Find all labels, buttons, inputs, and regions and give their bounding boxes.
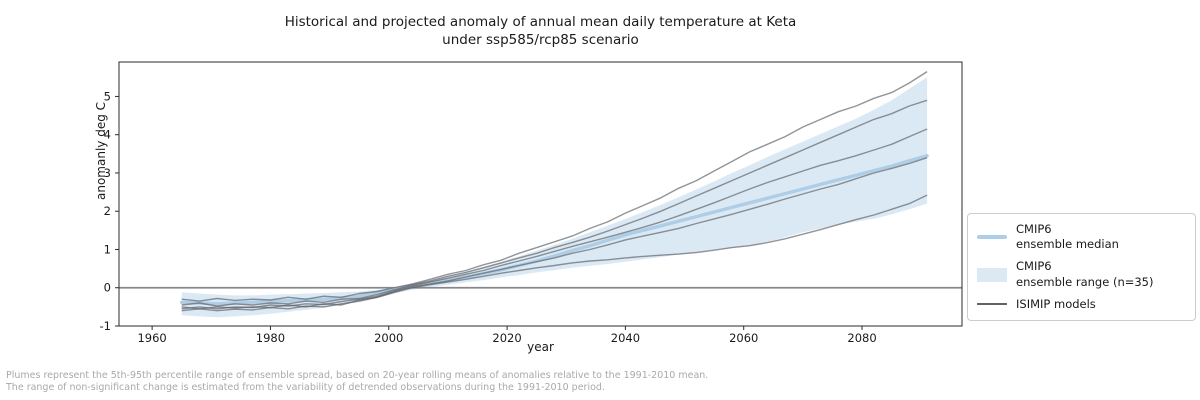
legend-item-median: CMIP6 ensemble median bbox=[977, 222, 1185, 252]
y-tick-label: 1 bbox=[104, 242, 111, 256]
range-patch-swatch bbox=[977, 267, 1007, 282]
y-tick-label: 5 bbox=[104, 89, 111, 103]
model-line-swatch bbox=[977, 303, 1007, 306]
isimip-model-line-2 bbox=[181, 99, 928, 307]
legend-item-range: CMIP6 ensemble range (n=35) bbox=[977, 259, 1185, 289]
x-axis-label: year bbox=[527, 340, 554, 354]
isimip-model-line-5 bbox=[181, 194, 928, 310]
y-axis-label: anomanly deg C bbox=[94, 101, 109, 200]
x-tick-label: 1960 bbox=[137, 331, 166, 345]
footnote: Plumes represent the 5th-95th percentile… bbox=[6, 370, 708, 395]
y-tick-label: -1 bbox=[100, 319, 111, 333]
x-tick-label: 2000 bbox=[374, 331, 403, 345]
x-tick-label: 2020 bbox=[492, 331, 521, 345]
isimip-model-line-3 bbox=[181, 128, 928, 310]
axes-spines bbox=[118, 61, 963, 327]
chart-title-line2: under ssp585/rcp85 scenario bbox=[442, 32, 639, 49]
legend-box: CMIP6 ensemble median CMIP6 ensemble ran… bbox=[967, 213, 1196, 321]
isimip-model-line-1 bbox=[181, 71, 928, 302]
x-tick-label: 1980 bbox=[256, 331, 285, 345]
x-tick-label: 2060 bbox=[729, 331, 758, 345]
isimip-model-line-4 bbox=[181, 157, 928, 312]
x-tick-label: 2080 bbox=[847, 331, 876, 345]
x-tick-label: 2040 bbox=[611, 331, 640, 345]
y-tick-label: 2 bbox=[104, 204, 111, 218]
legend-label-median: CMIP6 ensemble median bbox=[1016, 222, 1119, 252]
footnote-line2: The range of non-significant change is e… bbox=[6, 382, 605, 394]
cmip6-ensemble-median-line bbox=[179, 153, 929, 306]
legend-item-isimip: ISIMIP models bbox=[977, 297, 1185, 312]
legend-label-isimip: ISIMIP models bbox=[1016, 296, 1096, 311]
y-tick-label: 4 bbox=[104, 128, 111, 142]
legend-label-range: CMIP6 ensemble range (n=35) bbox=[1016, 259, 1154, 289]
ensemble-range-plume bbox=[181, 77, 928, 318]
y-tick-label: 3 bbox=[104, 166, 111, 180]
y-tick-label: 0 bbox=[104, 281, 111, 295]
footnote-line1: Plumes represent the 5th-95th percentile… bbox=[6, 370, 709, 381]
chart-title: Historical and projected anomaly of annu… bbox=[119, 13, 962, 49]
chart-title-line1: Historical and projected anomaly of annu… bbox=[284, 14, 797, 30]
median-line-swatch bbox=[977, 235, 1007, 240]
